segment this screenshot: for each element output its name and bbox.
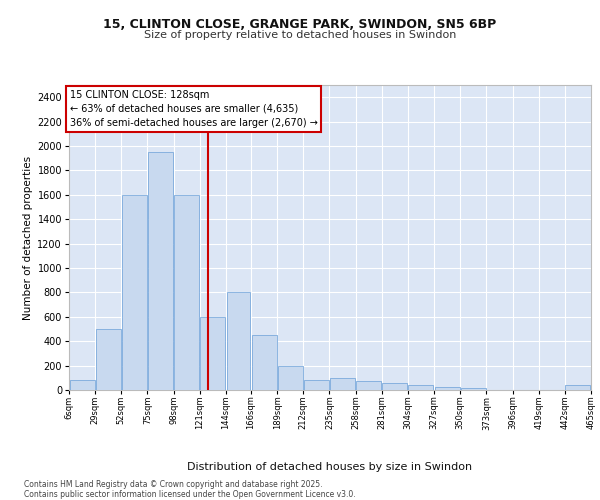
Bar: [278, 366, 303, 390]
Bar: [330, 378, 355, 390]
Bar: [227, 292, 250, 390]
Bar: [409, 385, 433, 390]
Bar: [461, 388, 486, 390]
Bar: [148, 152, 173, 390]
Bar: [70, 380, 95, 390]
Bar: [174, 195, 199, 390]
Y-axis label: Number of detached properties: Number of detached properties: [23, 156, 33, 320]
Bar: [304, 380, 329, 390]
Text: 15, CLINTON CLOSE, GRANGE PARK, SWINDON, SN5 6BP: 15, CLINTON CLOSE, GRANGE PARK, SWINDON,…: [103, 18, 497, 30]
Text: Distribution of detached houses by size in Swindon: Distribution of detached houses by size …: [187, 462, 473, 472]
Bar: [96, 329, 121, 390]
Text: 15 CLINTON CLOSE: 128sqm
← 63% of detached houses are smaller (4,635)
36% of sem: 15 CLINTON CLOSE: 128sqm ← 63% of detach…: [70, 90, 317, 128]
Bar: [200, 317, 226, 390]
Text: Contains HM Land Registry data © Crown copyright and database right 2025.
Contai: Contains HM Land Registry data © Crown c…: [24, 480, 356, 499]
Bar: [434, 387, 460, 390]
Text: Size of property relative to detached houses in Swindon: Size of property relative to detached ho…: [144, 30, 456, 40]
Bar: [356, 382, 381, 390]
Bar: [251, 335, 277, 390]
Bar: [565, 385, 590, 390]
Bar: [122, 195, 147, 390]
Bar: [382, 384, 407, 390]
